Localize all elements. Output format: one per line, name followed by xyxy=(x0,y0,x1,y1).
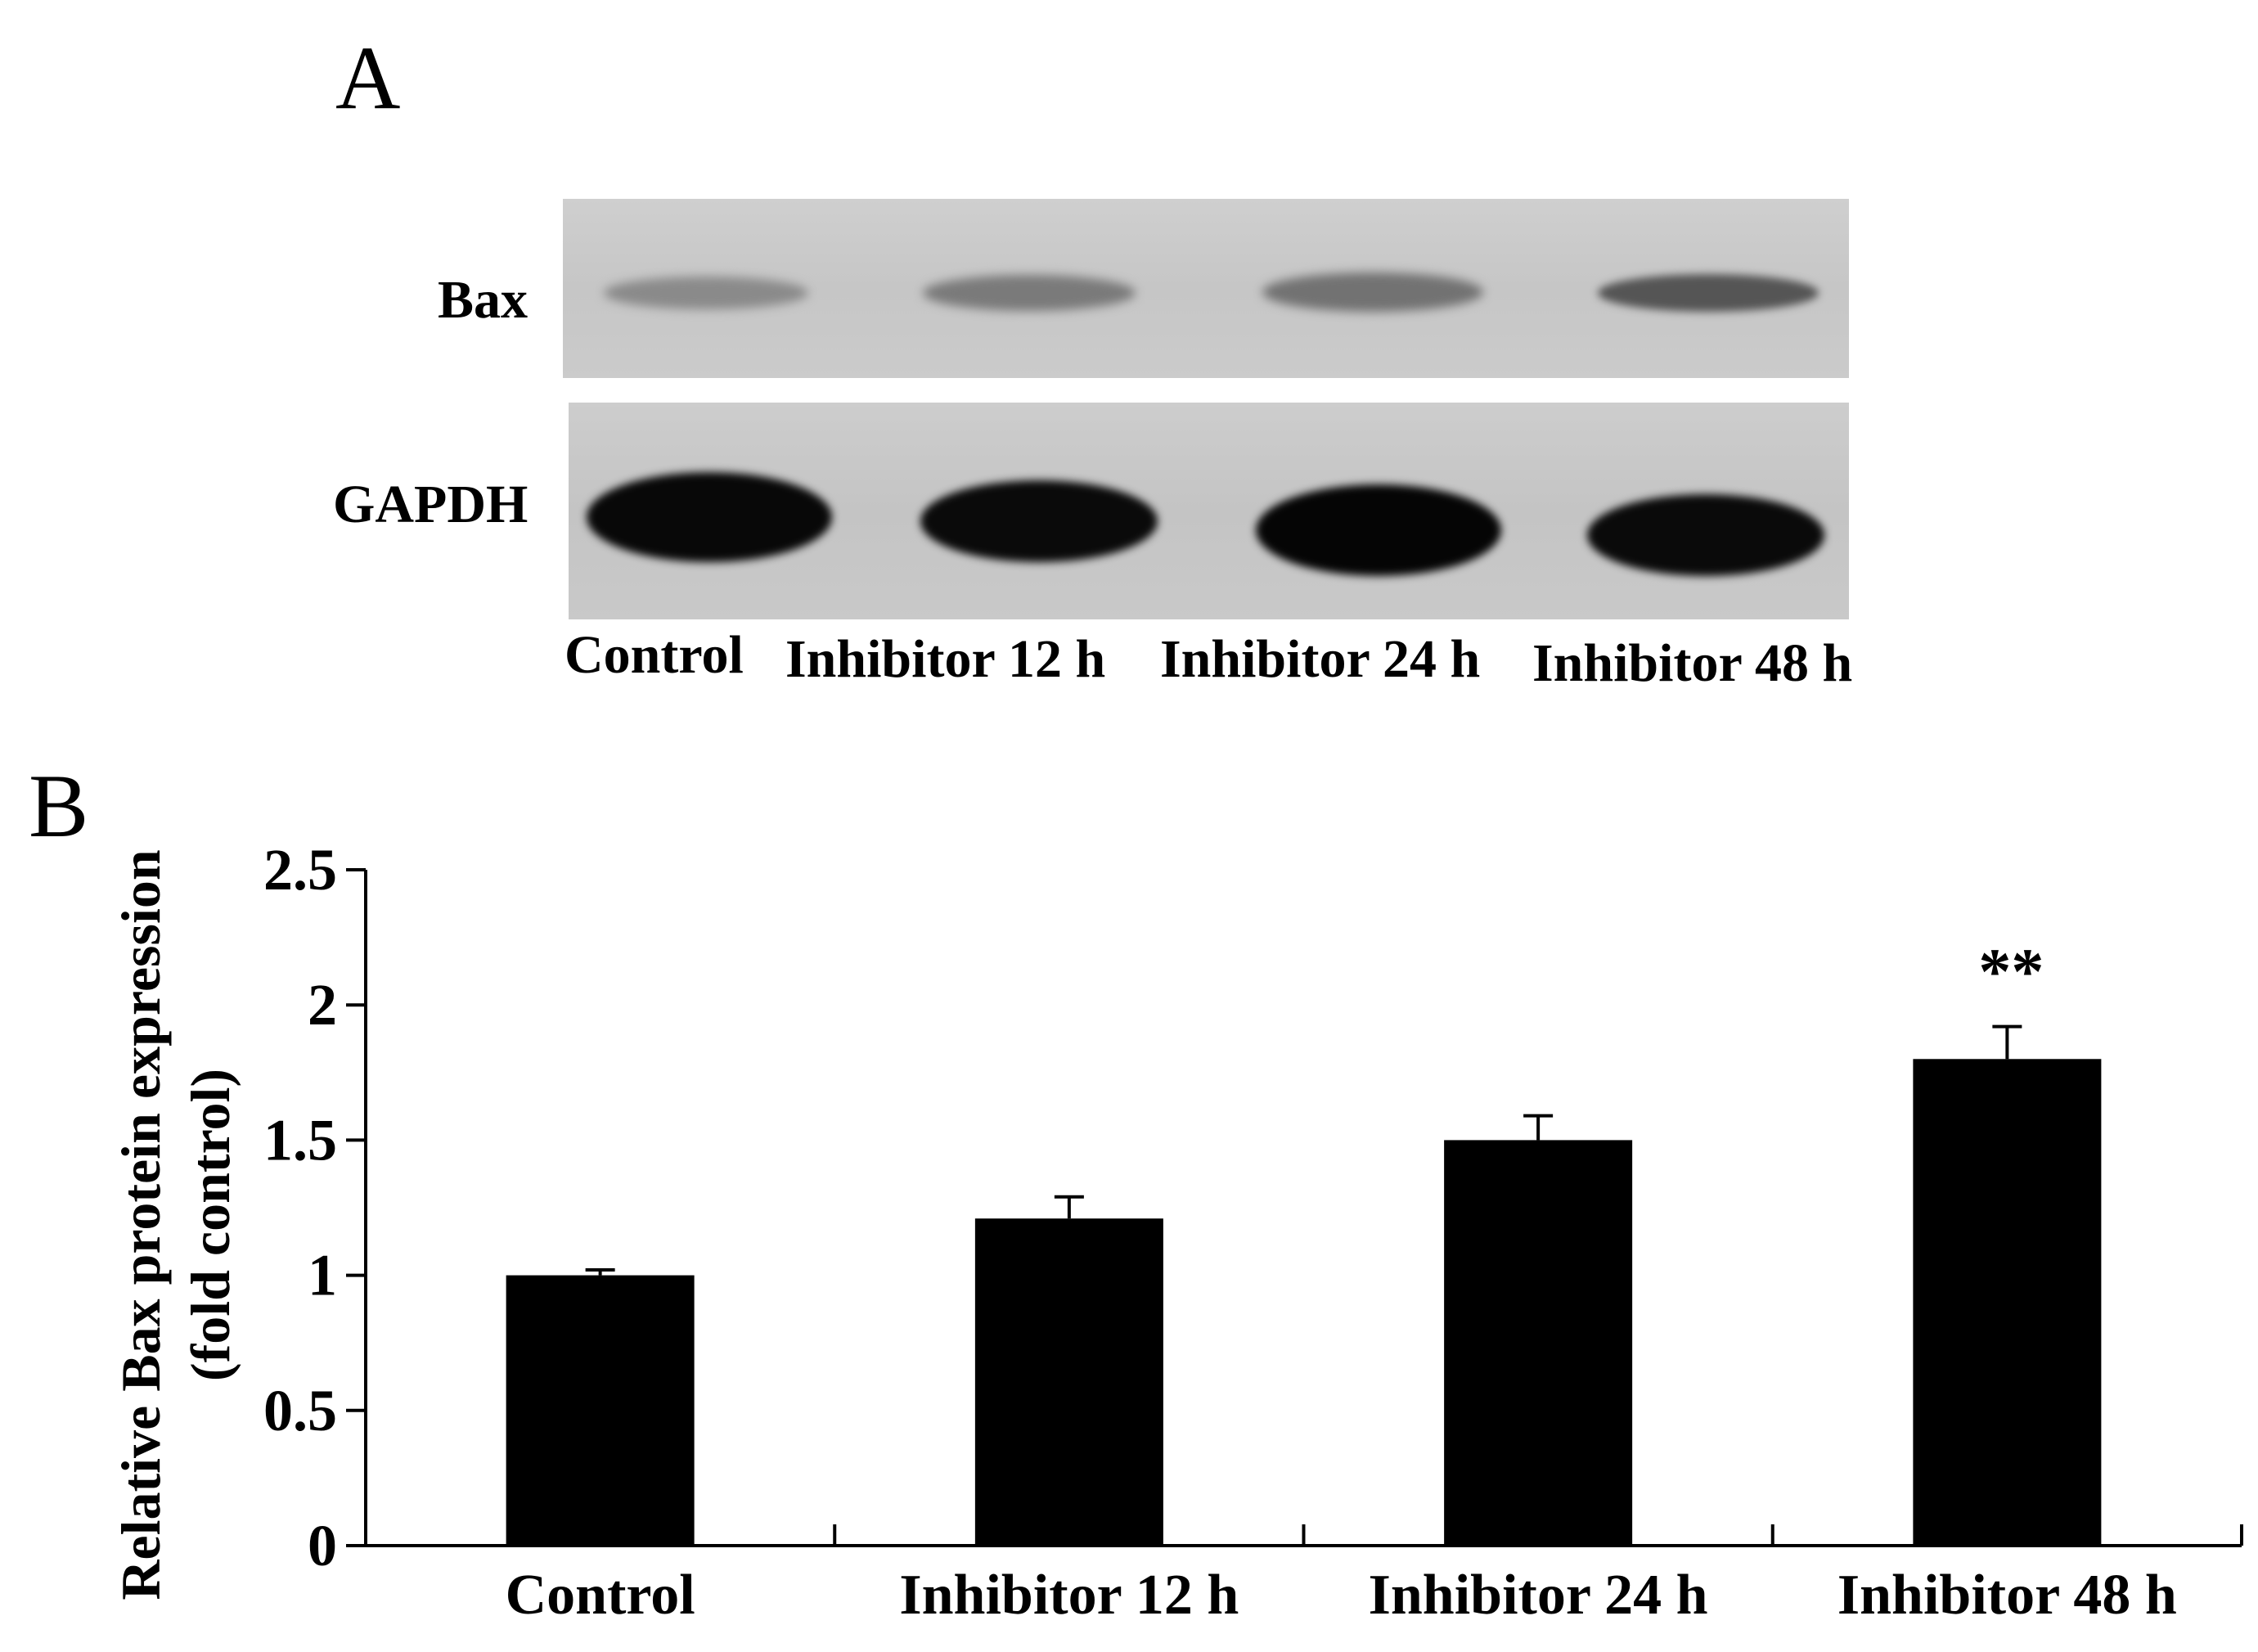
blot-row-label-bax: Bax xyxy=(438,270,529,330)
lane-label-control: Control xyxy=(564,625,744,685)
bax-band-inhibitor-24h xyxy=(1262,272,1483,312)
y-axis-title-line2: (fold control) xyxy=(179,1069,241,1381)
blot-strip-gapdh xyxy=(569,403,1849,619)
y-tick-label: 0.5 xyxy=(263,1378,337,1443)
bar-1 xyxy=(974,1218,1163,1546)
x-tick-label-0: Control xyxy=(506,1564,695,1627)
gapdh-band-inhibitor-48h xyxy=(1587,494,1824,576)
panel-a-letter: A xyxy=(335,28,401,128)
panel-b-letter: B xyxy=(29,756,89,856)
lane-label-inhibitor-48h: Inhibitor 48 h xyxy=(1532,633,1853,693)
y-tick-label: 1 xyxy=(308,1243,337,1308)
bar-0 xyxy=(506,1275,695,1546)
significance-marker-3: ** xyxy=(1978,937,2044,1009)
blot-strip-bax xyxy=(563,199,1849,378)
bax-band-inhibitor-12h xyxy=(923,275,1136,311)
lane-label-inhibitor-24h: Inhibitor 24 h xyxy=(1160,629,1481,689)
bar-3 xyxy=(1913,1059,2102,1546)
gapdh-band-inhibitor-24h xyxy=(1256,484,1501,576)
x-tick-label-1: Inhibitor 12 h xyxy=(899,1564,1239,1627)
bax-band-control xyxy=(604,277,808,309)
lane-label-inhibitor-12h: Inhibitor 12 h xyxy=(785,629,1106,689)
gapdh-band-inhibitor-12h xyxy=(920,480,1158,562)
blot-row-label-gapdh: GAPDH xyxy=(333,475,529,534)
x-tick-label-2: Inhibitor 24 h xyxy=(1369,1564,1708,1627)
chart-layer: 0 0.5 1 1.5 2 2.5 Control Inhibitor 12 h Inhibit… xyxy=(110,837,2243,1627)
y-tick-label: 2 xyxy=(308,972,337,1038)
bar-2 xyxy=(1444,1140,1633,1546)
x-tick-label-3: Inhibitor 48 h xyxy=(1837,1564,2177,1627)
bax-band-inhibitor-48h xyxy=(1598,274,1819,312)
y-tick-label: 1.5 xyxy=(263,1107,337,1173)
y-tick-label: 0 xyxy=(308,1513,337,1578)
y-axis-title-line1: Relative Bax protein expression xyxy=(110,849,172,1600)
y-tick-label: 2.5 xyxy=(263,837,337,903)
gapdh-band-control xyxy=(587,472,832,562)
